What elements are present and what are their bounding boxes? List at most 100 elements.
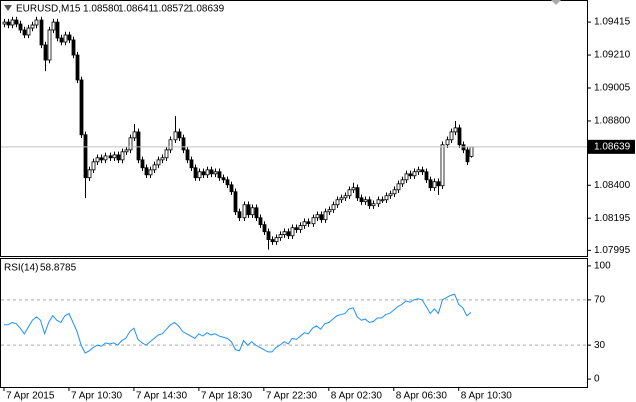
candle-body <box>343 195 348 199</box>
candle-body <box>404 173 409 181</box>
candle-body <box>79 79 84 136</box>
y-tick-label: 1.09005 <box>594 83 631 94</box>
candle-body <box>392 189 397 195</box>
candle-body <box>323 211 328 221</box>
candle-body <box>465 149 470 163</box>
candle-body <box>10 19 15 26</box>
candle-body <box>120 151 125 161</box>
candle-body <box>87 169 92 179</box>
candle-body <box>67 34 72 41</box>
candle-body <box>173 131 178 141</box>
candle-body <box>140 159 145 169</box>
open-label: 1.08580 <box>83 4 120 15</box>
current-price-box <box>588 139 635 154</box>
candle-body <box>205 169 210 176</box>
candle-body <box>335 199 340 206</box>
candle-body <box>449 131 454 141</box>
candle-body <box>39 19 44 46</box>
candle-body <box>217 171 222 179</box>
candle-body <box>274 237 279 243</box>
rsi-title: RSI(14) <box>4 263 38 274</box>
candle-body <box>400 179 405 185</box>
candle-body <box>148 169 153 176</box>
high-label: 1.08641 <box>118 4 155 15</box>
candle-body <box>388 193 393 197</box>
x-tick-label: 8 Apr 10:30 <box>461 391 513 402</box>
candle-body <box>136 131 141 161</box>
y-tick-label: 1.07995 <box>594 245 631 256</box>
header: EURUSD,M15 1.08580 1.08641 1.08572 1.086… <box>16 4 225 15</box>
candle-body <box>339 197 344 201</box>
candle-body <box>181 137 186 151</box>
candle-body <box>229 184 234 193</box>
y-tick-label: 1.09210 <box>594 50 631 61</box>
candle-body <box>428 179 433 189</box>
candle-body <box>177 131 182 139</box>
candle-body <box>2 21 7 25</box>
main-panel <box>0 0 588 257</box>
candle-body <box>26 27 31 36</box>
candle-body <box>59 37 64 43</box>
candle-body <box>363 199 368 203</box>
candle-body <box>14 19 19 25</box>
candle-body <box>201 171 206 176</box>
candle-body <box>185 149 190 161</box>
candle-body <box>6 21 11 26</box>
candle-body <box>412 171 417 177</box>
candle-body <box>408 173 413 177</box>
rsi-line <box>4 293 472 354</box>
y-tick-label: 1.08800 <box>594 116 631 127</box>
candle-body <box>315 214 320 219</box>
candle-body <box>424 171 429 181</box>
candle-body <box>43 44 48 61</box>
candle-body <box>95 157 100 163</box>
candle-body <box>108 155 113 159</box>
current-price-label: 1.08639 <box>594 141 631 152</box>
candle-body <box>34 19 39 26</box>
y-tick-label: 1.08195 <box>594 213 631 224</box>
candle-body <box>99 157 104 161</box>
candle-body <box>75 54 80 81</box>
candle-body <box>132 131 137 139</box>
candle-body <box>355 187 360 199</box>
candle-body <box>221 177 226 181</box>
candle-body <box>112 154 117 159</box>
candle-body <box>30 24 35 29</box>
candle-body <box>278 234 283 239</box>
candle-body <box>384 195 389 201</box>
candle-body <box>83 134 88 179</box>
candle-body <box>91 161 96 171</box>
candle-body <box>436 181 441 187</box>
candle-body <box>359 197 364 203</box>
candle-body <box>298 225 303 231</box>
candle-body <box>371 203 376 207</box>
candle-body <box>311 217 316 225</box>
candle-body <box>286 231 291 237</box>
candle-body <box>319 214 324 221</box>
candle-body <box>189 159 194 169</box>
candle-body <box>152 164 157 171</box>
candle-body <box>156 159 161 166</box>
x-tick-label: 7 Apr 10:30 <box>71 391 123 402</box>
candle-body <box>302 221 307 227</box>
candle-body <box>246 204 251 216</box>
candle-body <box>193 167 198 179</box>
candle-body <box>445 139 450 146</box>
candle-body <box>331 204 336 211</box>
rsi-panel <box>0 258 588 388</box>
candle-body <box>242 204 247 219</box>
candle-body <box>51 21 56 31</box>
y-tick-label: 30 <box>594 340 606 351</box>
candle-body <box>47 29 52 61</box>
candle-body <box>457 127 462 146</box>
candle-body <box>262 224 267 233</box>
candle-body <box>55 21 60 39</box>
panel-icon <box>4 5 12 11</box>
x-tick-label: 7 Apr 18:30 <box>201 391 253 402</box>
candle-body <box>347 189 352 197</box>
x-tick-label: 8 Apr 06:30 <box>396 391 448 402</box>
candle-body <box>160 157 165 161</box>
low-label: 1.08572 <box>153 4 190 15</box>
rsi-value: 58.8785 <box>40 263 77 274</box>
